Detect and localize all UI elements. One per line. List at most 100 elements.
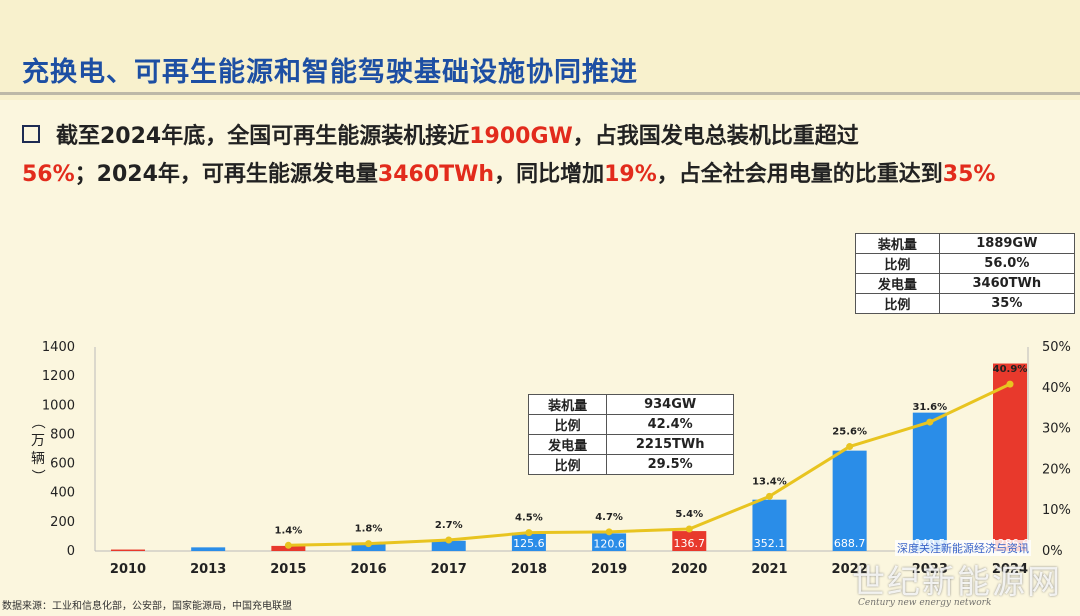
table-value: 2215TWh bbox=[606, 434, 734, 455]
y-axis-label-char: （ bbox=[29, 415, 45, 429]
table-key: 比例 bbox=[527, 454, 608, 475]
x-tick-label: 2023 bbox=[912, 562, 948, 577]
y2-tick-label: 40% bbox=[1042, 381, 1071, 396]
y-tick-label: 1400 bbox=[42, 340, 75, 355]
share-point bbox=[605, 528, 613, 536]
x-tick-label: 2017 bbox=[431, 562, 467, 577]
table-key: 比例 bbox=[855, 253, 940, 274]
share-label: 40.9% bbox=[993, 364, 1028, 375]
table-row: 比例 56.0% bbox=[855, 253, 1076, 274]
source-note: 数据来源：工业和信息化部，公安部，国家能源局，中国充电联盟 bbox=[2, 601, 292, 612]
table-key: 发电量 bbox=[855, 273, 940, 294]
x-tick-label: 2020 bbox=[671, 562, 707, 577]
bullet-square-icon bbox=[22, 125, 40, 143]
table-value: 56.0% bbox=[938, 253, 1076, 274]
bullet-text-2: ，占我国发电总装机比重超过 bbox=[572, 124, 859, 149]
watermark-subtitle: Century new energy network bbox=[858, 598, 992, 608]
share-label: 31.6% bbox=[912, 402, 947, 413]
table-key: 发电量 bbox=[527, 434, 608, 455]
share-point bbox=[1006, 380, 1014, 388]
table-row: 装机量 1889GW bbox=[855, 233, 1076, 254]
table-key: 比例 bbox=[855, 293, 940, 314]
x-tick-label: 2013 bbox=[190, 562, 226, 577]
bullet-text-5: ，占全社会用电量的比重达到 bbox=[656, 162, 943, 187]
y-tick-label: 1000 bbox=[42, 398, 75, 413]
table-key: 装机量 bbox=[855, 233, 940, 254]
bar-value-label: 688.7 bbox=[834, 537, 866, 550]
share-label: 25.6% bbox=[832, 427, 867, 438]
bullet-highlight-2: 56% bbox=[22, 162, 75, 187]
summary-bullet: 截至2024年底，全国可再生能源装机接近1900GW，占我国发电总装机比重超过 5… bbox=[22, 118, 1062, 194]
table-row: 比例 42.4% bbox=[527, 414, 734, 435]
bar bbox=[993, 363, 1027, 551]
share-point bbox=[846, 443, 854, 451]
bar bbox=[511, 532, 546, 551]
bar bbox=[832, 450, 867, 551]
bar bbox=[912, 412, 947, 551]
table-row: 装机量 934GW bbox=[527, 394, 734, 415]
share-label: 13.4% bbox=[752, 476, 787, 487]
y-tick-label: 800 bbox=[50, 427, 75, 442]
y-tick-label: 400 bbox=[50, 486, 75, 501]
title-bar: 充换电、可再生能源和智能驾驶基础设施协同推进 bbox=[0, 0, 1080, 100]
share-point bbox=[685, 525, 693, 533]
title-divider bbox=[0, 92, 1080, 95]
table-value: 29.5% bbox=[606, 454, 734, 475]
table-value: 3460TWh bbox=[938, 273, 1076, 294]
share-point bbox=[765, 492, 773, 500]
share-point bbox=[284, 541, 292, 549]
table-key: 装机量 bbox=[527, 394, 608, 415]
bullet-text-1: 截至2024年底，全国可再生能源装机接近 bbox=[56, 124, 470, 149]
bar-value-label: 120.6 bbox=[593, 537, 625, 550]
stats-table-2020: 装机量 934GW 比例 42.4% 发电量 2215TWh 比例 29.5% bbox=[527, 394, 734, 475]
share-label: 4.7% bbox=[595, 512, 623, 523]
bullet-text-4: ，同比增加 bbox=[494, 162, 605, 187]
watermark-tagline: 深度关注新能源经济与资讯 bbox=[895, 540, 1031, 556]
x-tick-label: 2024 bbox=[992, 562, 1028, 577]
y2-tick-label: 30% bbox=[1042, 422, 1071, 437]
y2-tick-label: 0% bbox=[1042, 544, 1063, 559]
x-tick-label: 2010 bbox=[110, 562, 146, 577]
x-tick-label: 2022 bbox=[832, 562, 868, 577]
ev-bar-line-chart: 0 200 400 600 800 1000 1200 1400 0% 10% 20% 30% 40% 5… bbox=[29, 340, 1071, 577]
bullet-text-3: ；2024年，可再生能源发电量 bbox=[74, 162, 378, 187]
table-row: 发电量 2215TWh bbox=[527, 434, 734, 455]
share-point bbox=[365, 540, 373, 548]
bar bbox=[431, 540, 466, 551]
table-value: 1889GW bbox=[938, 233, 1076, 254]
bar-value-label: 125.6 bbox=[513, 537, 545, 550]
bar bbox=[592, 533, 627, 551]
share-label: 1.8% bbox=[355, 524, 383, 535]
x-tick-label: 2019 bbox=[591, 562, 627, 577]
bullet-highlight-4: 19% bbox=[604, 162, 657, 187]
y-tick-label: 1200 bbox=[42, 369, 75, 384]
bullet-highlight-3: 3460TWh bbox=[377, 162, 495, 187]
y-axis-label-char: ） bbox=[29, 469, 45, 483]
share-line bbox=[288, 382, 1011, 547]
share-label: 2.7% bbox=[435, 520, 463, 531]
share-point bbox=[445, 536, 453, 544]
bar-value-label: 136.7 bbox=[674, 537, 706, 550]
bar bbox=[191, 547, 226, 551]
y-tick-label: 600 bbox=[50, 457, 75, 472]
y2-tick-label: 10% bbox=[1042, 503, 1071, 518]
share-point bbox=[525, 529, 533, 537]
page-title: 充换电、可再生能源和智能驾驶基础设施协同推进 bbox=[22, 57, 638, 88]
bar-value-label: 352.1 bbox=[754, 537, 786, 550]
share-point bbox=[926, 418, 934, 426]
table-row: 发电量 3460TWh bbox=[855, 273, 1076, 294]
y-tick-label: 200 bbox=[50, 515, 75, 530]
table-value: 35% bbox=[938, 293, 1076, 314]
table-value: 42.4% bbox=[606, 414, 734, 435]
y-tick-label: 0 bbox=[67, 544, 75, 559]
bar bbox=[111, 549, 145, 551]
share-label: 5.4% bbox=[675, 509, 703, 520]
x-tick-label: 2021 bbox=[751, 562, 787, 577]
y2-tick-label: 20% bbox=[1042, 462, 1071, 477]
bullet-highlight-1: 1900GW bbox=[469, 124, 573, 149]
bullet-highlight-5: 35% bbox=[942, 162, 996, 187]
table-row: 比例 29.5% bbox=[527, 454, 734, 475]
y-axis-label-char: 万 bbox=[31, 433, 45, 449]
share-label: 1.4% bbox=[274, 525, 302, 536]
x-tick-label: 2016 bbox=[350, 562, 386, 577]
